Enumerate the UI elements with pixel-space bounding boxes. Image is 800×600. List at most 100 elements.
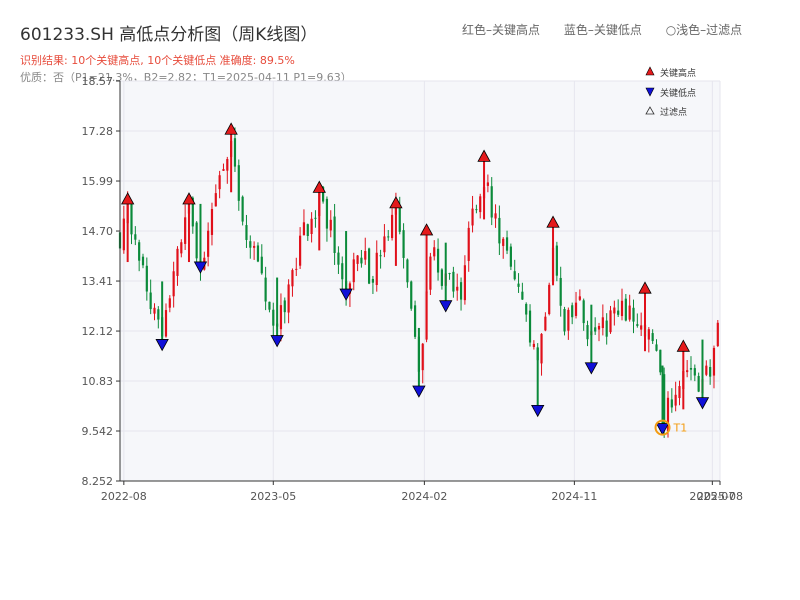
candle-body — [663, 374, 666, 430]
candle-body — [149, 292, 152, 310]
candle-body — [505, 237, 509, 251]
candle-body — [222, 169, 225, 171]
candle-body — [375, 252, 378, 286]
candle-body — [329, 219, 332, 231]
candle-body — [429, 256, 432, 290]
candle-body — [390, 214, 394, 238]
legend-low-label: 关键低点 — [660, 87, 696, 99]
y-tick-label: 12.12 — [82, 325, 114, 338]
candle-body — [210, 209, 214, 235]
candle-body — [387, 236, 390, 238]
candle-body — [348, 283, 352, 294]
candle-body — [486, 182, 489, 186]
candle-body — [130, 204, 133, 235]
candle-body — [168, 298, 171, 308]
key-high-marker — [120, 192, 135, 205]
candle-body — [509, 246, 512, 267]
top-legend-red: 红色–关键高点 — [462, 23, 541, 37]
y-tick-label: 8.252 — [82, 475, 114, 488]
candle-body — [597, 325, 601, 330]
candle-body — [628, 305, 631, 320]
legend-high-label: 关键高点 — [660, 67, 696, 79]
candle-body — [134, 234, 137, 240]
x-tick-label: 2025-08 — [697, 490, 743, 503]
candle-body — [525, 303, 528, 315]
candle-body — [689, 368, 693, 370]
x-tick-label: 2024-02 — [401, 490, 447, 503]
x-tick-label: 2022-08 — [101, 490, 147, 503]
candle-body — [582, 300, 585, 324]
candle-body — [180, 242, 183, 254]
axes: 8.252 9.542 10.83 12.12 13.41 14.70 15.99 17.28… — [82, 75, 743, 503]
candle-body — [325, 198, 329, 229]
candle-body — [302, 222, 306, 236]
candle-body — [513, 271, 516, 280]
candle-body — [620, 300, 624, 317]
top-legend-light: ○浅色–过滤点 — [665, 23, 743, 37]
key-low-marker — [270, 335, 284, 348]
key-low-marker — [439, 300, 453, 313]
candle-body — [176, 248, 179, 276]
candle-body — [436, 248, 440, 273]
candle-body — [260, 256, 263, 274]
candle-body — [421, 343, 424, 371]
candle-body — [586, 325, 589, 340]
candle-body — [440, 269, 443, 286]
top-legend: 红色–关键高点 蓝色–关键低点 ○浅色–过滤点 — [462, 21, 742, 38]
candle-body — [341, 263, 344, 280]
candle-body — [360, 257, 363, 264]
y-tick-label: 10.83 — [82, 375, 114, 388]
candle-body — [463, 265, 466, 301]
candle-body — [567, 309, 570, 331]
candle-body — [367, 248, 371, 284]
legend-low-symbol — [645, 87, 655, 97]
candle-body — [617, 310, 620, 315]
candle-body — [306, 224, 309, 236]
candle-body — [287, 284, 290, 313]
candle-body — [544, 316, 547, 331]
candle-body — [310, 218, 313, 234]
candle-body — [172, 271, 175, 297]
candle-body — [413, 305, 417, 337]
candle-body — [563, 309, 566, 332]
candle-body — [452, 271, 455, 292]
candle-body — [475, 209, 478, 211]
chart-title: 601233.SH 高低点分析图（周K线图） — [20, 25, 318, 45]
key-high-marker — [389, 196, 403, 209]
y-tick-label: 13.41 — [82, 275, 114, 288]
candle-body — [712, 347, 716, 376]
candle-body — [364, 251, 367, 260]
candle-body — [471, 208, 474, 226]
candle-body — [299, 235, 302, 266]
candle-body — [521, 291, 524, 300]
candle-body — [195, 222, 198, 259]
candle-body — [333, 216, 336, 253]
t1-label: T1 — [673, 422, 688, 435]
candle-body — [651, 333, 654, 342]
candle-body — [406, 259, 409, 283]
candle-body — [605, 320, 608, 337]
candle-body — [249, 241, 252, 248]
candle-body — [218, 175, 221, 190]
candle-body — [283, 300, 286, 313]
candle-body — [459, 282, 463, 300]
candle-body — [226, 159, 229, 171]
candle-body — [716, 322, 719, 347]
top-legend-blue: 蓝色–关键低点 — [563, 23, 642, 37]
candle-body — [632, 307, 635, 322]
candle-body — [670, 399, 673, 408]
candle-body — [532, 343, 535, 347]
candle-body — [540, 333, 543, 364]
candle-body — [636, 324, 639, 326]
legend-high-symbol — [645, 66, 655, 76]
candle-body — [613, 307, 616, 314]
candle-body — [693, 368, 696, 376]
candle-body — [494, 213, 497, 219]
candle-body — [697, 375, 700, 392]
candle-body — [674, 394, 677, 406]
candle-body — [153, 307, 156, 314]
candle-body — [191, 197, 194, 227]
candle-body — [425, 291, 428, 340]
candle-body — [528, 310, 532, 343]
candle-body — [686, 370, 689, 373]
